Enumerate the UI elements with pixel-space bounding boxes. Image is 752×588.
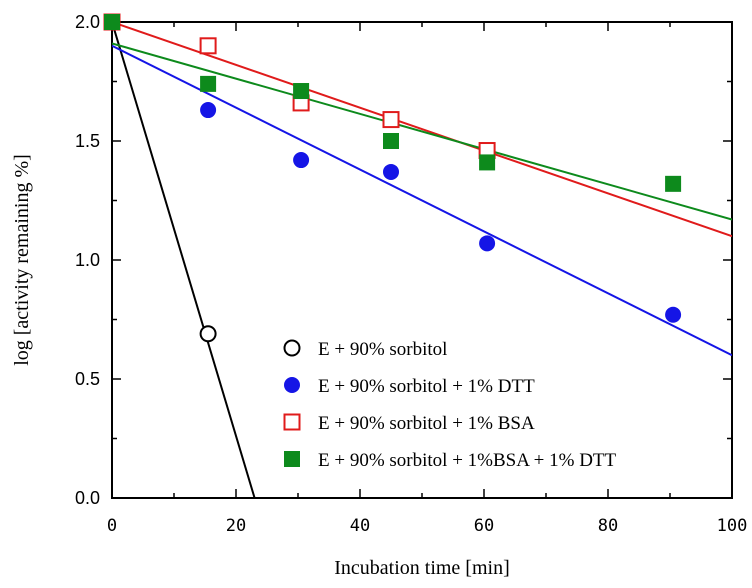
data-point-series-2 [479, 235, 496, 252]
legend-label-4: E + 90% sorbitol + 1%BSA + 1% DTT [318, 450, 617, 471]
fit-line-1 [112, 22, 256, 498]
x-axis-title: Incubation time [min] [334, 557, 510, 579]
y-tick-label: 0.5 [75, 369, 100, 389]
legend-marker-1 [283, 339, 301, 357]
x-tick-label: 20 [226, 516, 246, 536]
data-point-series-3 [382, 111, 400, 129]
data-point-series-4 [479, 154, 496, 171]
y-tick-label: 1.0 [75, 250, 100, 270]
y-axis-title: log [activity remaining %] [11, 154, 33, 366]
data-point-series-1 [199, 325, 217, 343]
data-point-series-2 [383, 163, 399, 180]
x-tick-label: 80 [598, 516, 618, 536]
y-tick-label: 2.0 [75, 12, 100, 32]
legend-marker-2 [284, 377, 300, 393]
x-tick-label: 0 [107, 516, 117, 536]
data-point-series-4 [293, 83, 310, 100]
legend-label-1: E + 90% sorbitol [318, 339, 447, 360]
data-point-series-2 [665, 306, 682, 323]
legend-marker-3 [283, 413, 301, 431]
legend-label-2: E + 90% sorbitol + 1% DTT [318, 376, 535, 397]
y-tick-label: 1.5 [75, 131, 100, 151]
data-point-series-3 [199, 37, 217, 55]
data-point-series-4 [104, 14, 120, 30]
fit-line-4 [112, 42, 732, 221]
data-point-series-2 [200, 102, 217, 119]
data-point-series-4 [383, 133, 399, 149]
x-tick-label: 100 [717, 516, 748, 536]
data-point-series-4 [665, 175, 682, 192]
data-point-series-4 [200, 75, 217, 92]
fit-lines [112, 22, 732, 498]
x-tick-label: 60 [474, 516, 494, 536]
data-point-series-2 [293, 152, 310, 169]
fit-line-2 [112, 44, 732, 357]
x-tick-label: 40 [350, 516, 370, 536]
fit-line-3 [112, 22, 732, 238]
y-tick-label: 0.0 [75, 488, 100, 508]
legend-marker-4 [284, 451, 300, 467]
legend-label-3: E + 90% sorbitol + 1% BSA [318, 413, 535, 434]
